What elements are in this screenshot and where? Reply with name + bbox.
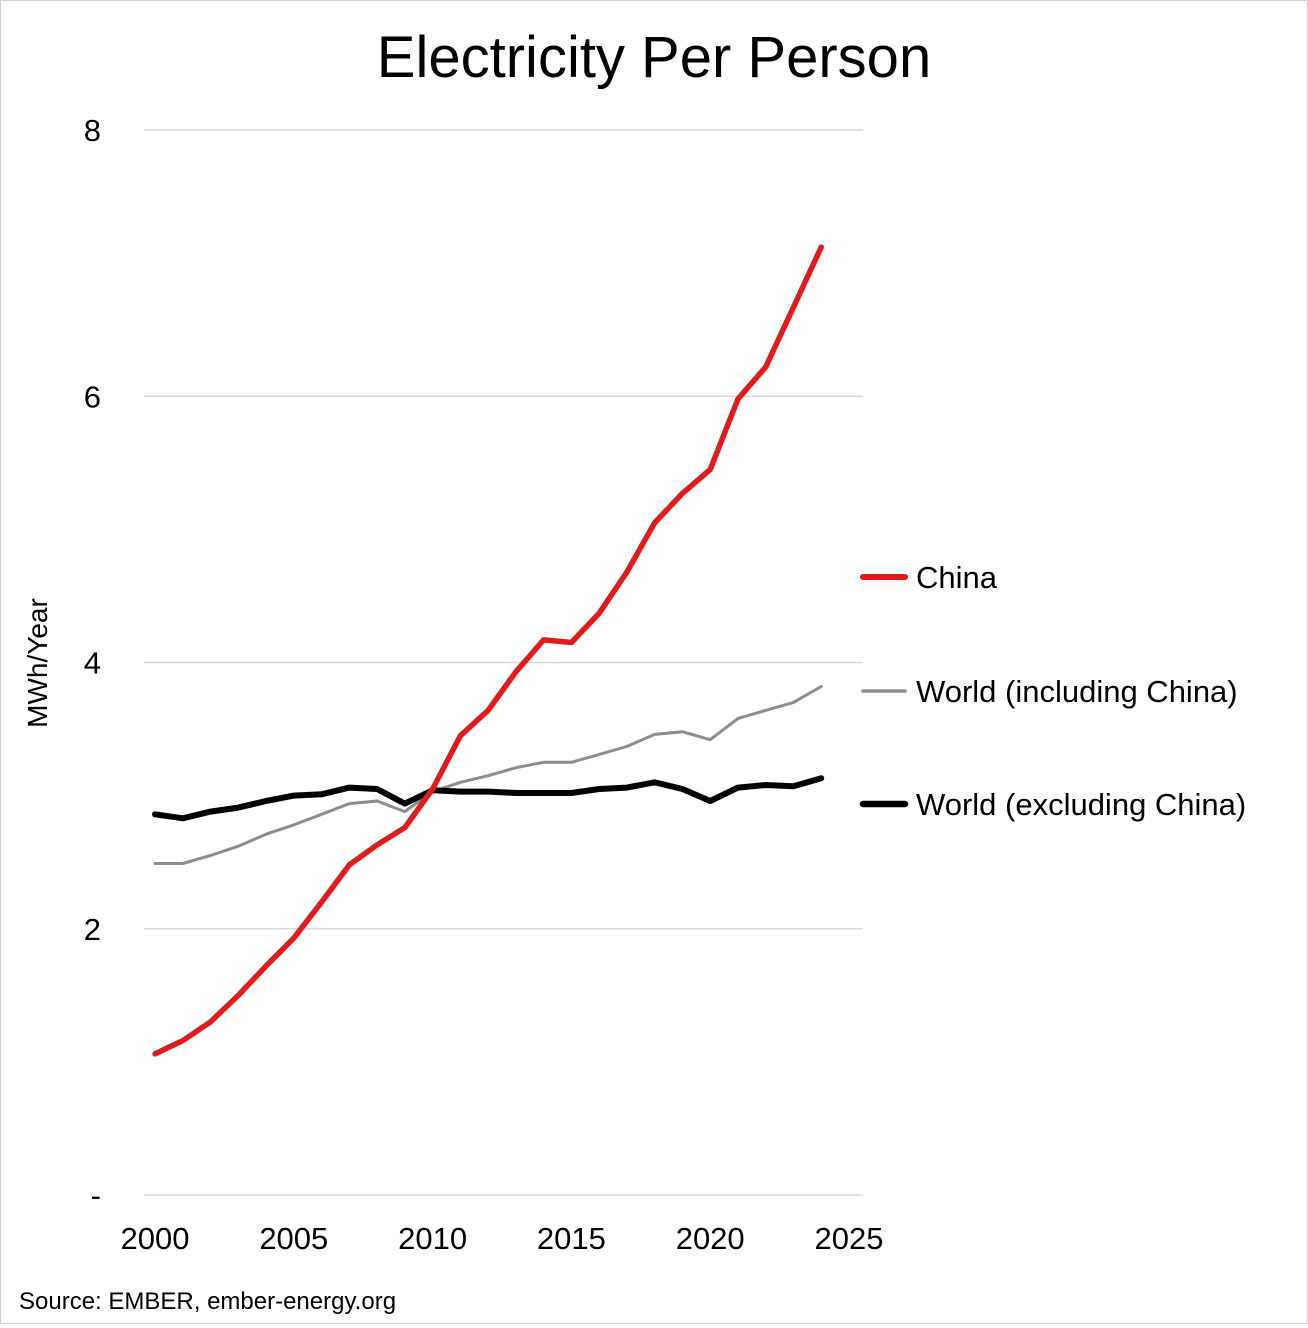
y-tick-labels: - 2 4 6 8 [84, 113, 101, 1213]
series-lines [152, 244, 825, 1057]
gridlines [144, 129, 863, 1196]
series-line-2 [152, 775, 825, 822]
x-tick-label-2: 2010 [398, 1221, 467, 1256]
y-tick-label-4: 8 [84, 113, 101, 148]
legend: China World (including China) World (exclu… [859, 560, 1246, 822]
y-axis-title: MWh/Year [22, 598, 53, 728]
y-tick-label-1: 2 [84, 912, 101, 947]
source-note: Source: EMBER, ember-energy.org [19, 1288, 396, 1315]
legend-label-1: World (including China) [916, 674, 1238, 709]
x-tick-labels: 2000 2005 2010 2015 2020 2025 [121, 1221, 884, 1256]
chart-title: Electricity Per Person [377, 25, 931, 90]
x-tick-label-5: 2025 [815, 1221, 884, 1256]
legend-label-2: World (excluding China) [916, 787, 1246, 822]
x-tick-label-1: 2005 [259, 1221, 328, 1256]
y-tick-label-2: 4 [84, 646, 101, 681]
series-line-0 [152, 244, 824, 1057]
y-tick-label-3: 6 [84, 379, 101, 414]
series-line-1 [153, 685, 823, 865]
x-tick-label-4: 2020 [676, 1221, 745, 1256]
x-tick-label-3: 2015 [537, 1221, 606, 1256]
y-tick-label-0: - [91, 1178, 101, 1213]
legend-label-0: China [916, 560, 998, 595]
x-tick-label-0: 2000 [121, 1221, 190, 1256]
